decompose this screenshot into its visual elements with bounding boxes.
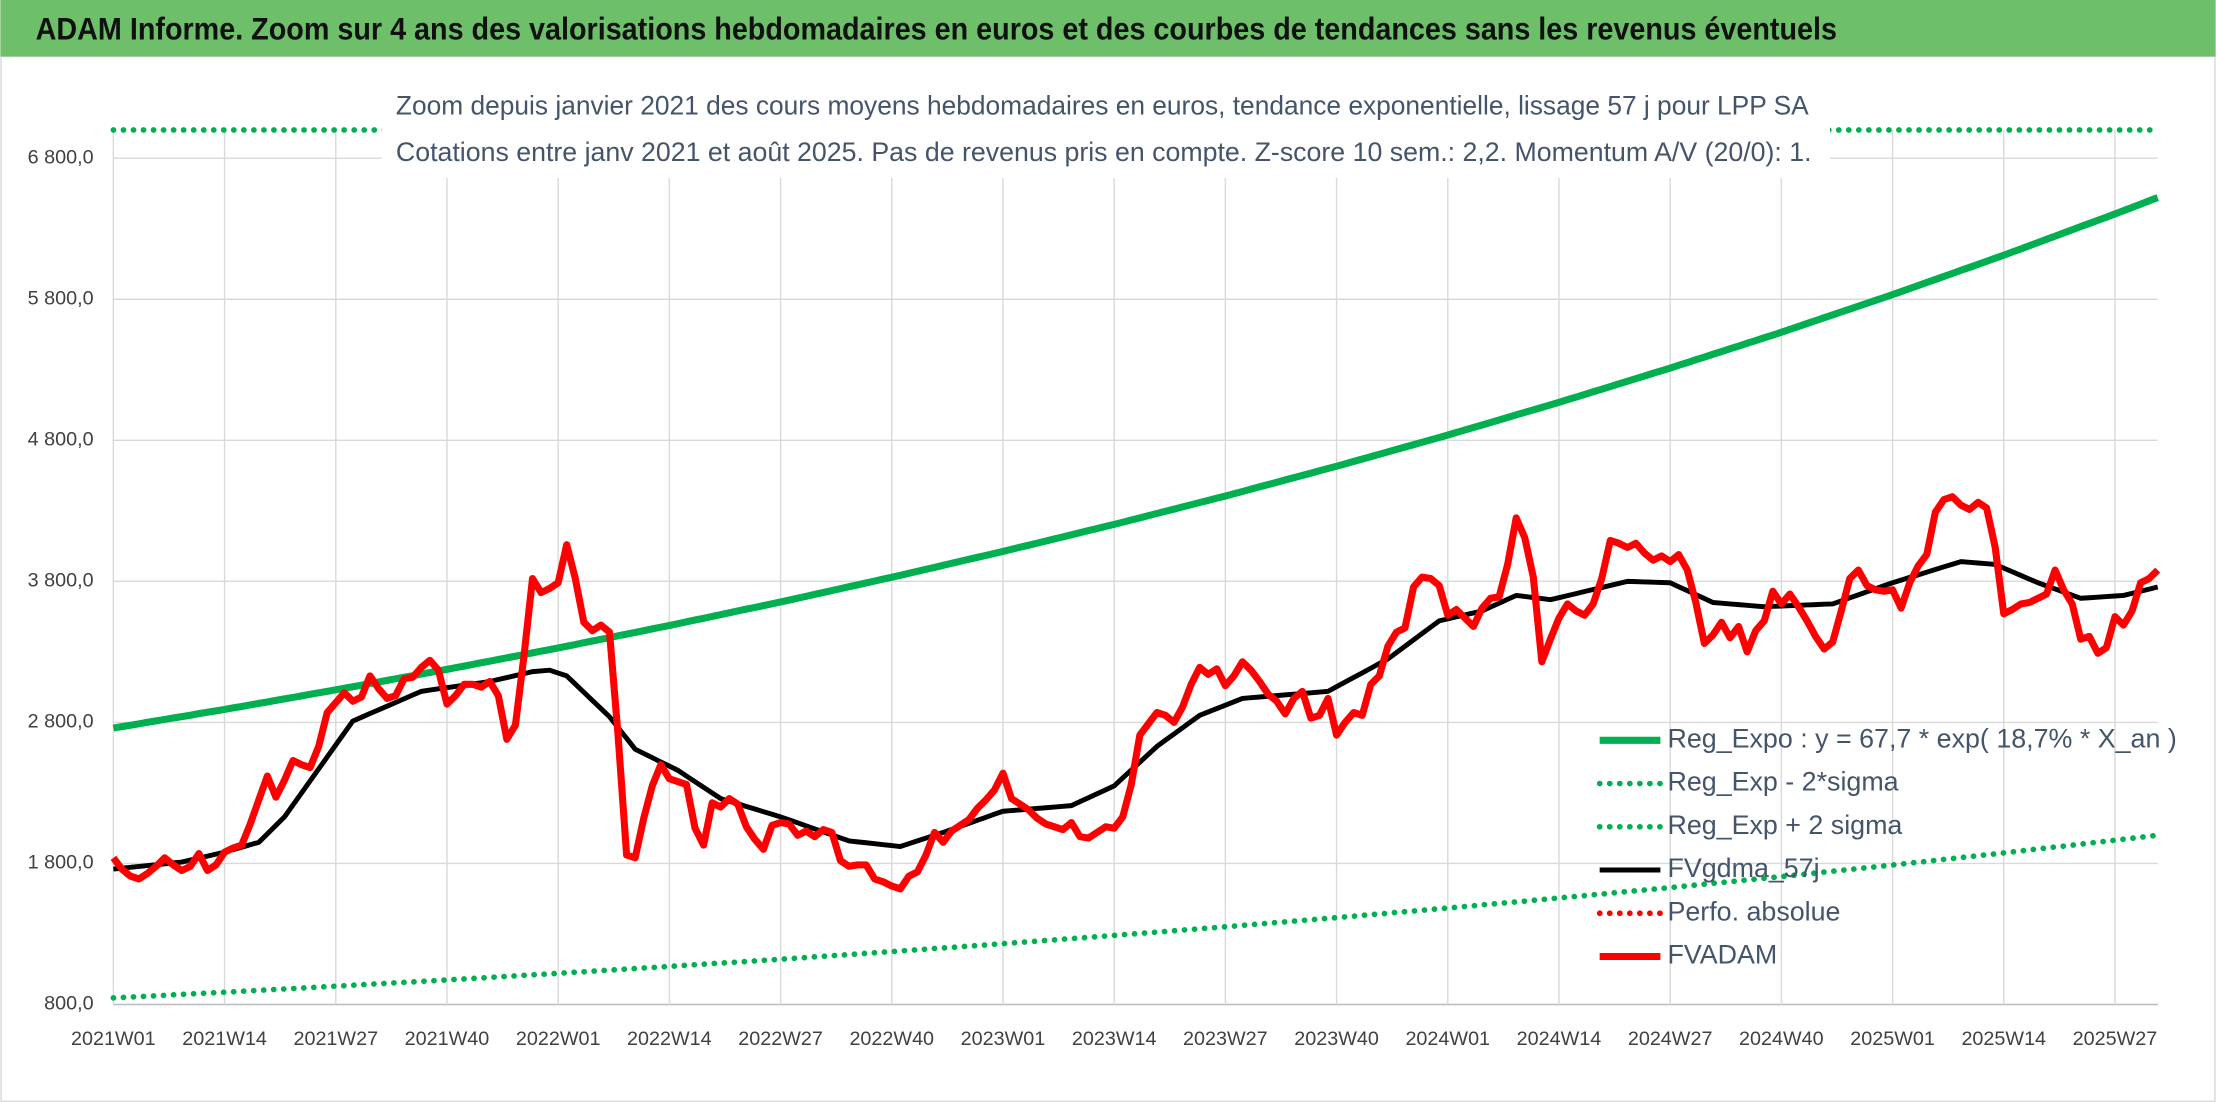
series-layer <box>110 127 2161 1001</box>
x-tick-label: 2022W40 <box>849 1028 934 1050</box>
legend-label: FVADAM <box>1667 940 1777 970</box>
legend-label: Reg_Exp - 2*sigma <box>1667 767 1898 797</box>
x-tick-label: 2023W27 <box>1183 1028 1268 1050</box>
series-line <box>112 194 2159 732</box>
x-tick-label: 2024W01 <box>1405 1028 1490 1050</box>
x-tick-label: 2021W14 <box>182 1028 267 1050</box>
x-tick-label: 2021W40 <box>405 1028 490 1050</box>
y-tick-label: 5 800,0 <box>28 287 94 309</box>
x-tick-label: 2023W40 <box>1294 1028 1379 1050</box>
x-tick-label: 2022W01 <box>516 1028 601 1050</box>
x-tick-label: 2023W14 <box>1072 1028 1157 1050</box>
y-tick-label: 6 800,0 <box>28 146 94 168</box>
x-tick-label: 2024W14 <box>1517 1028 1602 1050</box>
x-tick-label: 2025W27 <box>2073 1028 2158 1050</box>
legend-label: FVgdma_57j <box>1667 853 1819 883</box>
header-bar <box>0 0 2216 57</box>
x-tick-label: 2024W27 <box>1628 1028 1713 1050</box>
x-tick-label: 2024W40 <box>1739 1028 1824 1050</box>
y-tick-label: 3 800,0 <box>28 570 94 592</box>
y-tick-label: 800,0 <box>44 993 93 1015</box>
x-tick-label: 2021W27 <box>293 1028 378 1050</box>
x-tick-label: 2022W27 <box>738 1028 823 1050</box>
legend-label: Perfo. absolue <box>1667 896 1840 926</box>
series-line <box>110 493 2161 893</box>
grid: 800,0 1 800,0 2 800,0 3 800,0 4 800,0 5 800,0… <box>28 129 2158 1050</box>
x-tick-label: 2025W01 <box>1850 1028 1935 1050</box>
x-tick-label: 2025W14 <box>1961 1028 2046 1050</box>
y-tick-label: 1 800,0 <box>28 852 94 874</box>
chart-title: ADAM Informe. Zoom sur 4 ans des valoris… <box>36 11 1837 46</box>
subtitle-box <box>381 81 1830 179</box>
y-tick-label: 2 800,0 <box>28 711 94 733</box>
y-tick-label: 4 800,0 <box>28 429 94 451</box>
legend: Reg_Expo : y = 67,7 * exp( 18,7% * X_an … <box>1596 723 2177 970</box>
subtitle-line: Cotations entre janv 2021 et août 2025. … <box>396 137 1812 167</box>
x-tick-label: 2022W14 <box>627 1028 712 1050</box>
x-tick-label: 2021W01 <box>71 1028 156 1050</box>
series-line <box>110 832 2161 1001</box>
subtitle-line: Zoom depuis janvier 2021 des cours moyen… <box>396 90 1809 120</box>
legend-label: Reg_Expo : y = 67,7 * exp( 18,7% * X_an … <box>1667 723 2176 753</box>
legend-label: Reg_Exp + 2 sigma <box>1667 810 1902 840</box>
x-tick-label: 2023W01 <box>961 1028 1046 1050</box>
